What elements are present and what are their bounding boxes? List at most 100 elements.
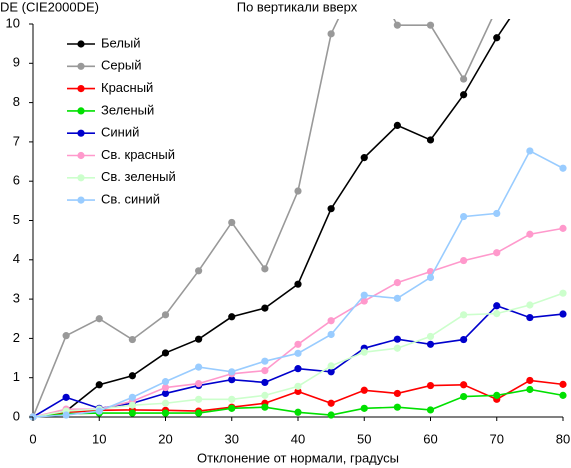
legend-label: Красный (101, 80, 153, 95)
data-point (526, 376, 534, 385)
data-point (460, 75, 468, 83)
x-tick-label: 80 (556, 431, 570, 446)
data-point (294, 408, 302, 416)
x-axis-label: Отклонение от нормали, градусы (197, 450, 399, 465)
y-tick-label: 6 (13, 173, 20, 188)
data-point (261, 378, 269, 387)
data-point (460, 311, 468, 319)
x-tick-label: 70 (490, 431, 504, 446)
data-point (195, 395, 203, 403)
data-point (161, 409, 170, 417)
data-point (493, 34, 501, 42)
data-point (161, 383, 170, 392)
data-point (360, 386, 368, 394)
data-point (294, 382, 302, 390)
data-point (460, 381, 468, 389)
data-point (393, 344, 401, 352)
legend-marker (77, 151, 85, 160)
data-point (360, 154, 368, 162)
legend-marker (77, 107, 85, 115)
legend-label: Серый (101, 58, 141, 73)
data-point (294, 349, 302, 357)
data-point (327, 362, 335, 370)
data-point (161, 349, 170, 357)
series-line (32, 304, 564, 418)
data-point (559, 224, 567, 232)
data-point (128, 409, 136, 417)
data-point (228, 404, 236, 412)
x-tick-label: 20 (158, 431, 172, 446)
data-point (360, 404, 368, 412)
data-point (460, 91, 468, 99)
legend-label: Св. синий (101, 192, 160, 207)
data-point (493, 249, 501, 257)
data-point (460, 392, 468, 401)
data-point (426, 21, 435, 29)
legend-marker (77, 174, 85, 182)
x-tick-label: 50 (357, 431, 371, 446)
x-tick-label: 40 (291, 431, 305, 446)
data-point (161, 311, 170, 319)
data-point (161, 389, 170, 398)
y-tick-label: 5 (13, 212, 20, 227)
data-point (426, 273, 435, 282)
data-point (62, 411, 70, 419)
y-tick-label: 7 (13, 133, 20, 148)
data-point (426, 136, 435, 144)
y-axis-label: DE (CIE2000DE) (0, 0, 99, 14)
data-point (228, 376, 236, 384)
data-point (294, 187, 302, 195)
x-tick-label: 60 (423, 431, 437, 446)
y-tick-label: 10 (6, 15, 20, 30)
y-tick-label: 4 (13, 251, 20, 266)
data-point (261, 367, 269, 375)
data-point (228, 368, 236, 376)
data-point (294, 280, 302, 288)
data-point (128, 393, 136, 401)
data-point (228, 395, 236, 403)
y-tick-label: 9 (13, 55, 20, 70)
data-point (360, 291, 368, 299)
chart-title: По вертикали вверх (237, 0, 358, 14)
data-point (393, 121, 401, 129)
data-point (493, 302, 501, 310)
y-tick-label: 2 (13, 330, 20, 345)
data-point (261, 391, 269, 399)
data-point (493, 391, 501, 399)
data-point (161, 399, 170, 407)
data-point (327, 330, 335, 339)
legend-marker (77, 40, 85, 48)
legend-label: Белый (101, 35, 141, 50)
data-point (95, 407, 103, 415)
data-point (261, 265, 269, 273)
data-point (294, 365, 302, 373)
data-point (327, 317, 335, 325)
data-point (426, 381, 435, 390)
data-point (393, 335, 401, 343)
data-point (426, 340, 435, 348)
data-point (426, 332, 435, 341)
data-point (559, 289, 567, 297)
data-point (493, 5, 500, 12)
data-point (526, 147, 534, 155)
data-point (128, 401, 136, 409)
data-point (526, 313, 534, 322)
x-tick-label: 10 (92, 431, 106, 446)
data-point (426, 406, 435, 414)
data-point (393, 403, 401, 411)
data-point (261, 304, 269, 312)
data-point (294, 387, 302, 396)
data-point (559, 391, 567, 399)
data-point (460, 335, 468, 344)
plot-area (29, 5, 567, 421)
y-tick-label: 3 (13, 291, 20, 306)
data-point (261, 357, 269, 365)
legend-label: Св. зеленый (101, 169, 176, 184)
data-point (62, 332, 70, 340)
legend-marker (77, 62, 85, 70)
data-point (128, 335, 136, 344)
data-point (95, 315, 103, 323)
data-point (393, 21, 401, 29)
data-point (228, 313, 236, 321)
legend-marker (77, 196, 85, 204)
